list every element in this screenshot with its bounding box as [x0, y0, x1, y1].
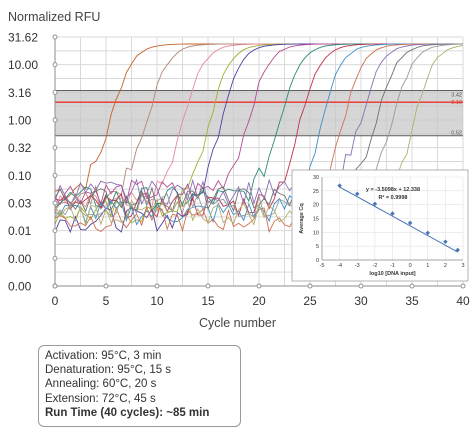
inset-y-tick-label: 25	[313, 189, 319, 195]
x-tick-marker	[358, 283, 364, 289]
y-tick-label: 0.10	[8, 169, 32, 183]
x-tick-marker	[205, 283, 211, 289]
amplification-curve	[54, 43, 463, 233]
threshold-band: 3.42 2.10 0.52	[55, 89, 463, 137]
y-tick-label: 10.00	[8, 58, 38, 72]
inset-x-tick-label: 0	[409, 263, 412, 269]
y-tick-marker	[52, 62, 58, 68]
amplification-curves	[54, 43, 464, 234]
condition-activation: Activation: 95°C, 3 min	[45, 350, 162, 362]
run-time: Run Time (40 cycles): ~85 min	[45, 406, 210, 419]
y-tick-marker	[52, 117, 58, 123]
x-tick-label: 30	[354, 294, 368, 308]
y-tick-label: 3.16	[8, 86, 32, 100]
lower-band-label: 0.52	[451, 131, 462, 137]
x-tick-marker	[307, 283, 313, 289]
condition-annealing: Annealing: 60°C, 20 s	[45, 378, 157, 391]
x-tick-marker	[154, 283, 160, 289]
upper-band-label: 3.42	[451, 92, 462, 98]
y-tick-marker	[52, 228, 58, 234]
amplification-chart: 3.42 2.10 0.52 0.00 0.00 0.01 0.03 0.10 0.32 1.0…	[8, 31, 470, 309]
amplification-curve	[54, 43, 464, 220]
x-tick-marker	[460, 283, 466, 289]
x-tick-label: 15	[201, 294, 215, 308]
y-tick-marker	[52, 200, 58, 206]
inset-x-tick-label: 2	[444, 263, 447, 269]
x-tick-marker	[256, 283, 262, 289]
inset-y-tick-label: 20	[313, 203, 319, 209]
regression-line	[339, 186, 458, 253]
x-tick-marker	[52, 283, 58, 289]
x-tick-label: 40	[456, 294, 470, 308]
inset-x-tick-label: -3	[355, 263, 360, 269]
y-tick-label: 0.32	[8, 141, 32, 155]
run-conditions-box: Activation: 95°C, 3 min Denaturation: 95…	[38, 345, 241, 427]
amplification-curve	[54, 43, 463, 226]
y-tick-marker	[52, 89, 58, 95]
x-tick-label: 35	[405, 294, 419, 308]
inset-y-tick-label: 10	[313, 230, 319, 236]
axes: 0.00 0.00 0.01 0.03 0.10 0.32 1.00 3.16 10.00 31.…	[8, 31, 470, 309]
regression-equation: y = -3.5098x + 12.338	[366, 187, 420, 193]
y-tick-label: 1.00	[8, 114, 32, 128]
y-tick-label: 0.01	[8, 224, 32, 238]
condition-denaturation: Denaturation: 95°C, 15 s	[45, 364, 172, 377]
condition-extension: Extension: 72°C, 45 s	[45, 392, 156, 405]
amplification-curve	[54, 43, 463, 206]
r-squared: R² = 0.9998	[379, 194, 408, 201]
threshold-region	[55, 90, 463, 136]
y-tick-label: 31.62	[8, 31, 38, 45]
y-tick-label: 0.00	[8, 252, 32, 266]
standard-point	[455, 247, 460, 253]
inset-y-tick-label: 5	[316, 244, 319, 250]
x-tick-label: 10	[150, 294, 164, 308]
x-tick-label: 5	[103, 294, 110, 308]
inset-y-axis-title: Average Cq	[299, 203, 305, 233]
x-tick-label: 25	[303, 294, 317, 308]
y-tick-label: 0.00	[8, 280, 32, 294]
y-tick-label: 0.03	[8, 197, 32, 211]
inset-x-axis-title: log10 [DNA input]	[369, 271, 415, 277]
x-tick-label: 0	[52, 294, 59, 308]
y-tick-marker	[52, 34, 58, 40]
x-tick-label: 20	[252, 294, 266, 308]
inset-x-tick-label: -5	[320, 263, 325, 269]
standard-point	[354, 191, 360, 197]
standard-curve-inset: 0 5 10 15 20 25 30 -5 -4 -3 -2 -1 0 1 2 3 y = -3.5098x +…	[291, 169, 469, 282]
inset-x-tick-label: -4	[337, 263, 342, 269]
x-axis-title: Cycle number	[198, 316, 277, 330]
y-tick-marker	[52, 145, 58, 151]
y-axis-title: Normalized RFU	[8, 10, 101, 24]
threshold-label: 2.10	[451, 100, 462, 106]
y-tick-marker	[52, 172, 58, 178]
inset-y-tick-label: 0	[316, 258, 319, 264]
inset-x-tick-label: 3	[461, 263, 464, 269]
inset-y-tick-label: 30	[313, 175, 319, 181]
standard-point	[337, 183, 342, 188]
x-tick-marker	[103, 283, 109, 289]
x-tick-marker	[409, 283, 415, 289]
inset-x-tick-label: -2	[372, 263, 377, 269]
inset-x-tick-label: -1	[390, 263, 395, 269]
inset-frame	[291, 169, 469, 282]
inset-y-tick-label: 15	[313, 217, 319, 223]
inset-x-tick-label: 1	[426, 263, 429, 269]
y-tick-marker	[52, 255, 58, 261]
